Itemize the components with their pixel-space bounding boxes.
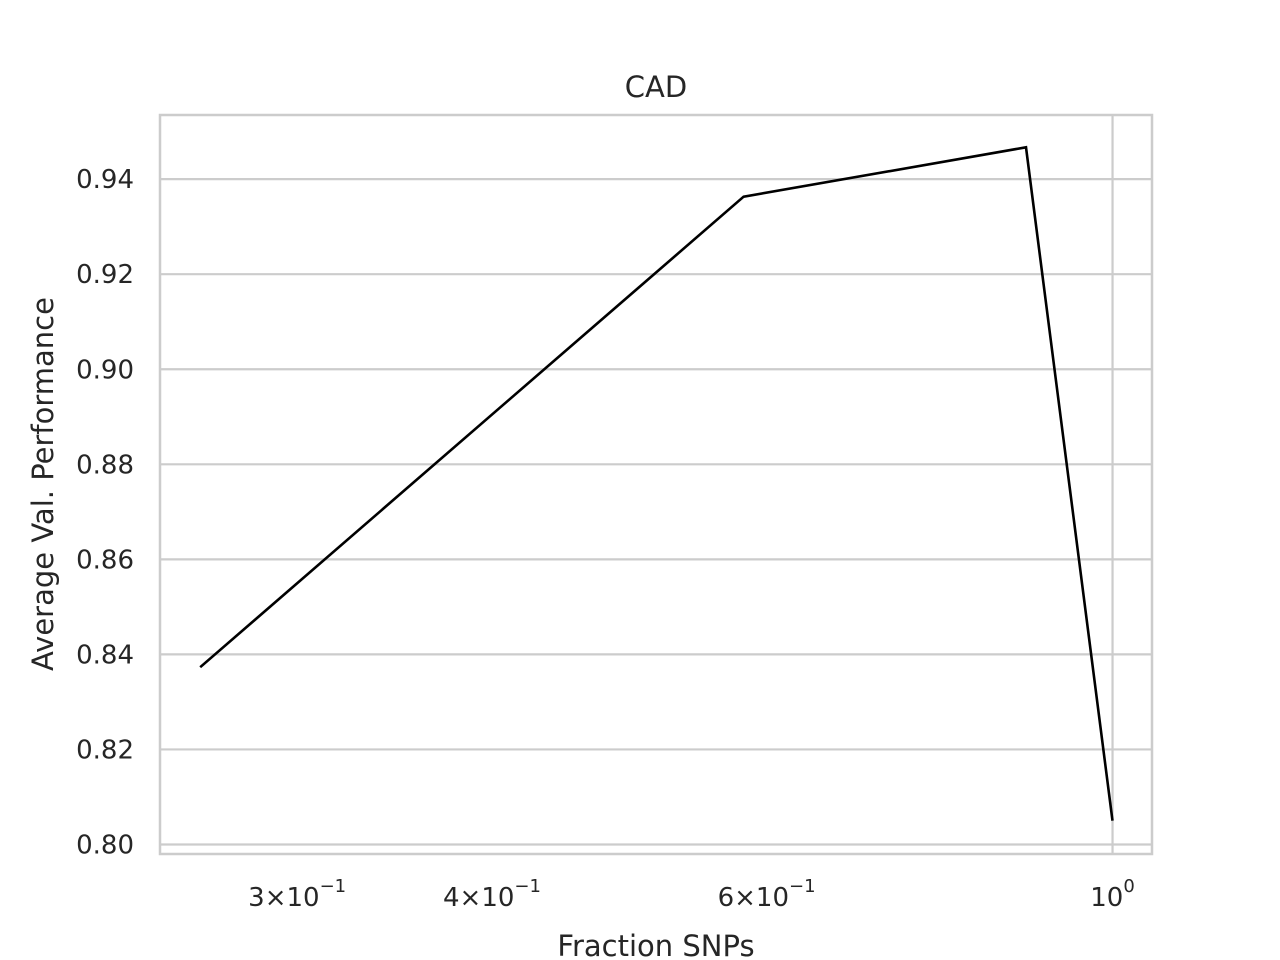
x-tick-base: 6×10 [718,883,789,913]
x-tick-label: 3×10−1 [248,876,346,913]
y-tick-label: 0.86 [76,545,134,575]
y-tick-label: 0.88 [76,450,134,480]
x-tick-labels: 3×10−1 4×10−1 6×10−1 100 [248,876,1135,913]
x-tick-exponent: −1 [789,876,816,897]
y-tick-label: 0.84 [76,640,134,670]
x-axis-label: Fraction SNPs [557,929,754,960]
series-layer [199,145,1114,821]
x-tick-label: 6×10−1 [718,876,816,913]
chart-title: CAD [625,70,687,104]
x-tick-base: 3×10 [248,883,319,913]
y-axis-label: Average Val. Performance [26,297,60,671]
plot-frame [158,113,1154,856]
x-tick-label: 100 [1090,876,1135,913]
y-tick-label: 0.92 [76,260,134,290]
x-tick-base: 10 [1090,883,1123,913]
x-tick-base: 4×10 [443,883,514,913]
y-tick-labels: 0.80 0.82 0.84 0.86 0.88 0.90 0.92 0.94 [76,165,134,860]
x-tick-exponent: −1 [514,876,541,897]
x-tick-exponent: −1 [320,876,347,897]
x-tick-label: 4×10−1 [443,876,541,913]
y-tick-label: 0.90 [76,355,134,385]
y-tick-label: 0.80 [76,830,134,860]
y-tick-label: 0.82 [76,735,134,765]
y-tick-label: 0.94 [76,165,134,195]
series-line [199,145,1114,821]
x-tick-exponent: 0 [1123,876,1134,897]
